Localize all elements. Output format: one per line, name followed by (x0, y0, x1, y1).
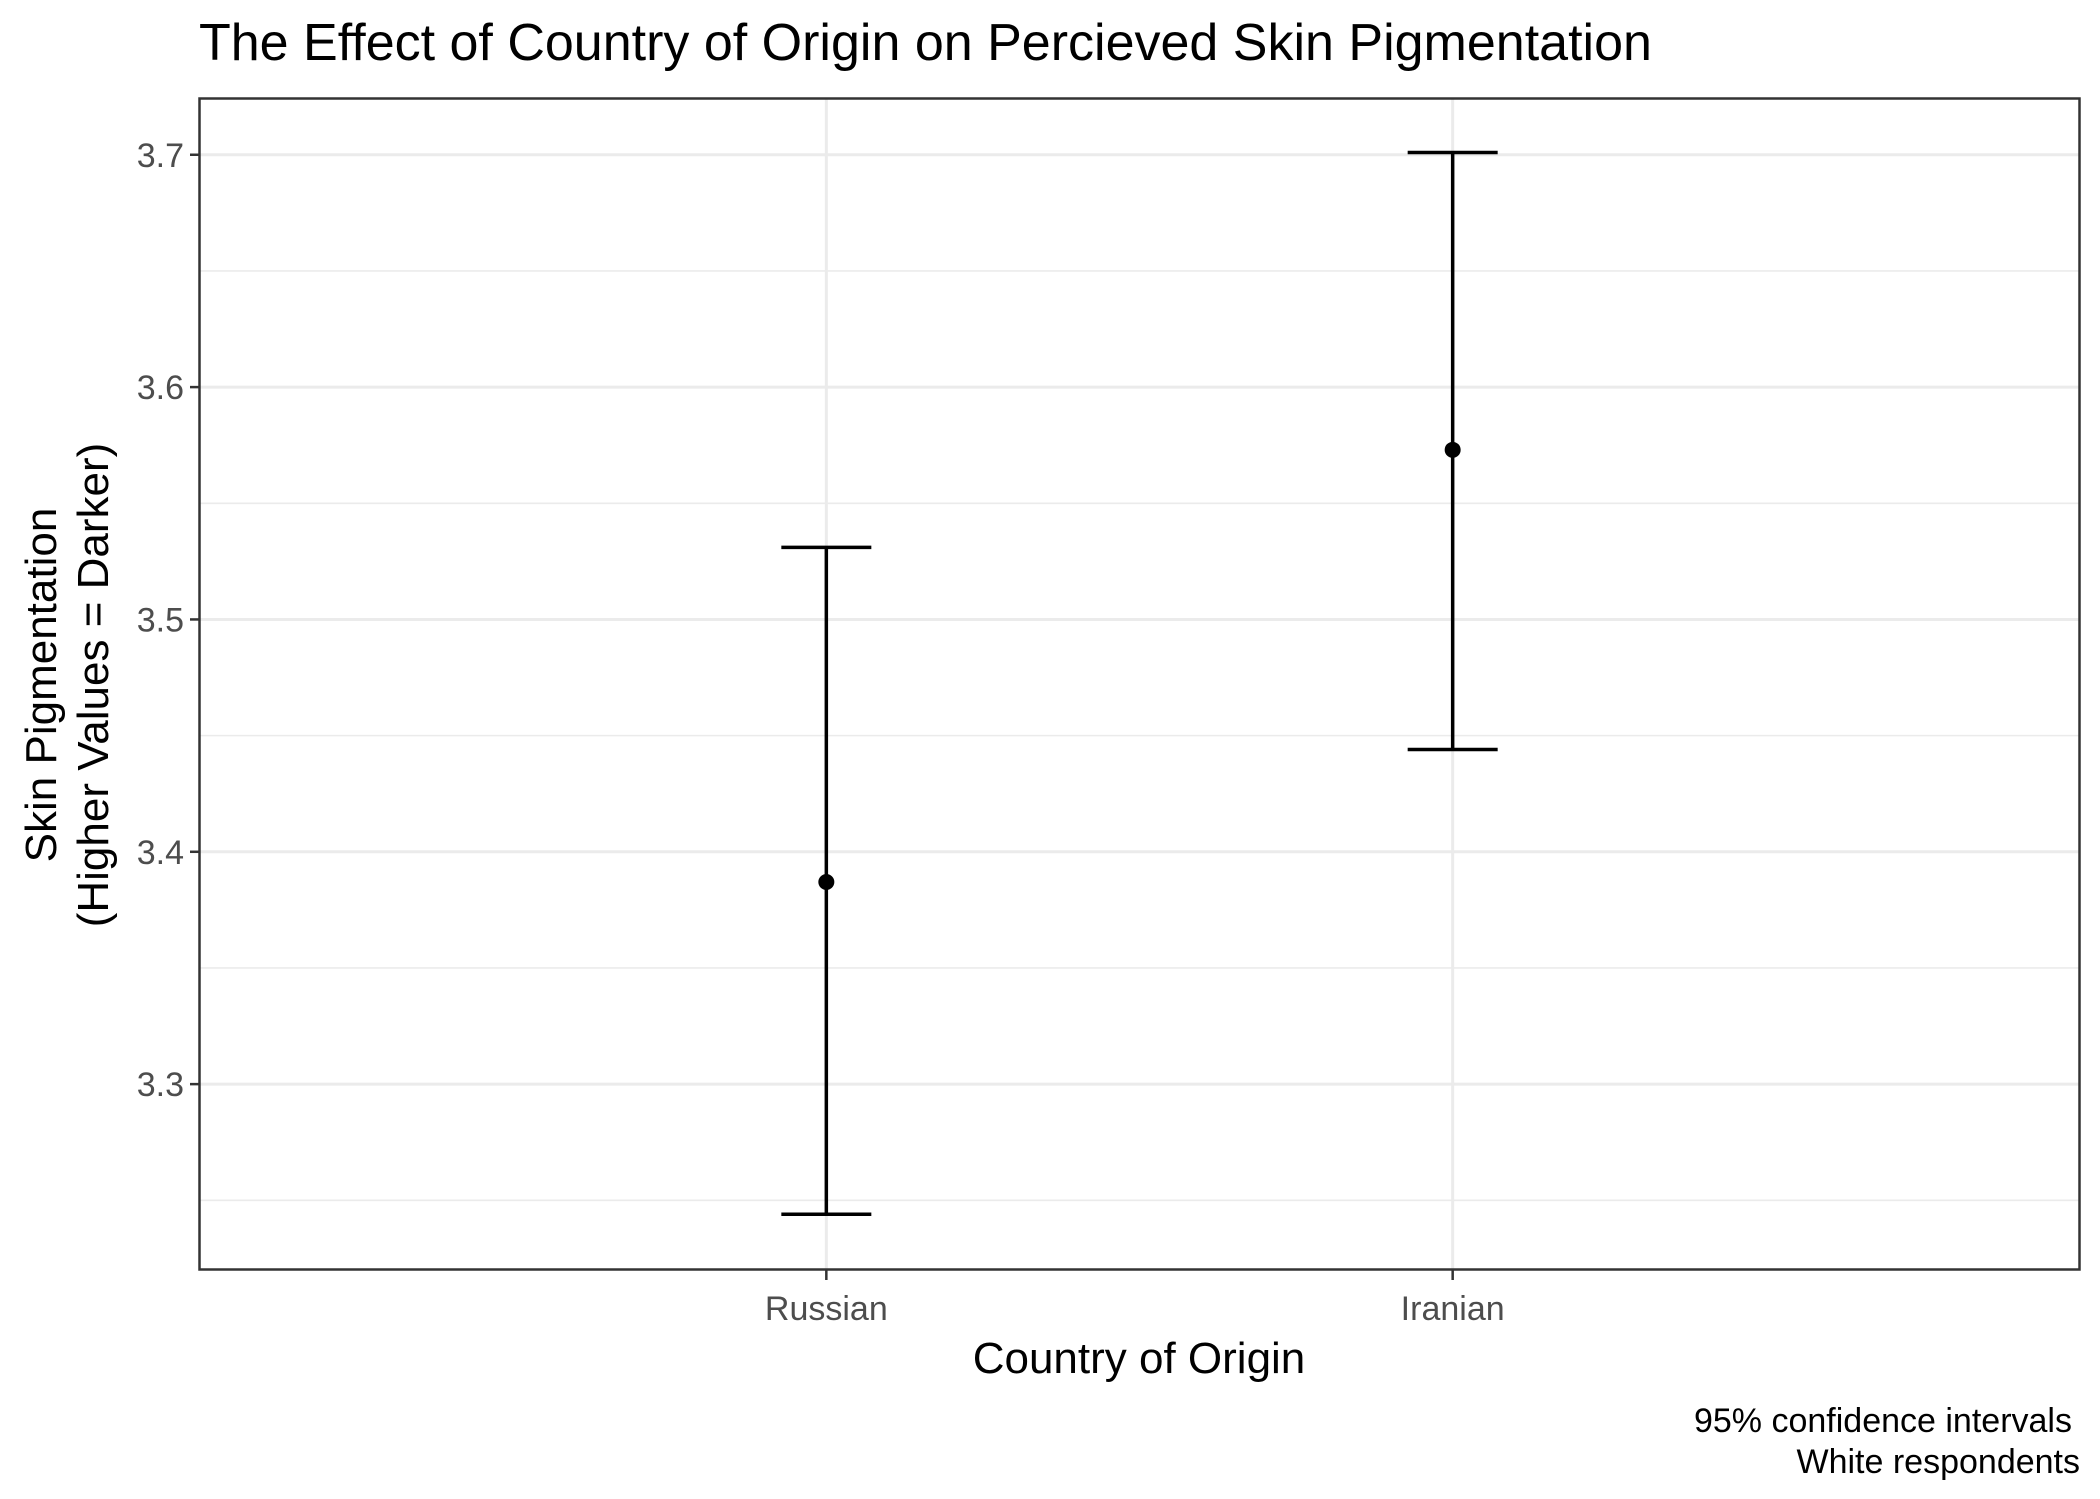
chart-title: The Effect of Country of Origin on Perci… (199, 14, 1652, 72)
y-axis-title-line-1: Skin Pigmentation (17, 508, 66, 863)
grid (200, 99, 2079, 1270)
y-axis-title-line-2: (Higher Values = Darker) (69, 443, 118, 928)
y-axis: 3.3 3.4 3.5 3.6 3.7 (137, 137, 200, 1104)
error-bar-russian (781, 545, 872, 1216)
point-estimate (818, 873, 835, 890)
y-tick-label: 3.5 (137, 601, 184, 639)
error-bars (781, 150, 1498, 1216)
point-estimate (1444, 441, 1461, 458)
x-tick-label: Russian (765, 1290, 888, 1328)
y-tick-label: 3.6 (137, 369, 184, 407)
error-bar-iranian (1407, 150, 1498, 752)
y-tick-label: 3.7 (137, 137, 184, 175)
caption-line-2: White respondents (1797, 1443, 2081, 1481)
x-axis-title: Country of Origin (973, 1334, 1306, 1383)
x-tick-label: Iranian (1401, 1290, 1505, 1328)
caption-line-1: 95% confidence intervals (1694, 1402, 2072, 1440)
y-tick-label: 3.3 (137, 1066, 184, 1104)
x-axis: Russian Iranian (765, 1270, 1505, 1328)
y-tick-label: 3.4 (137, 834, 184, 872)
plot-panel-border (198, 97, 2081, 1271)
